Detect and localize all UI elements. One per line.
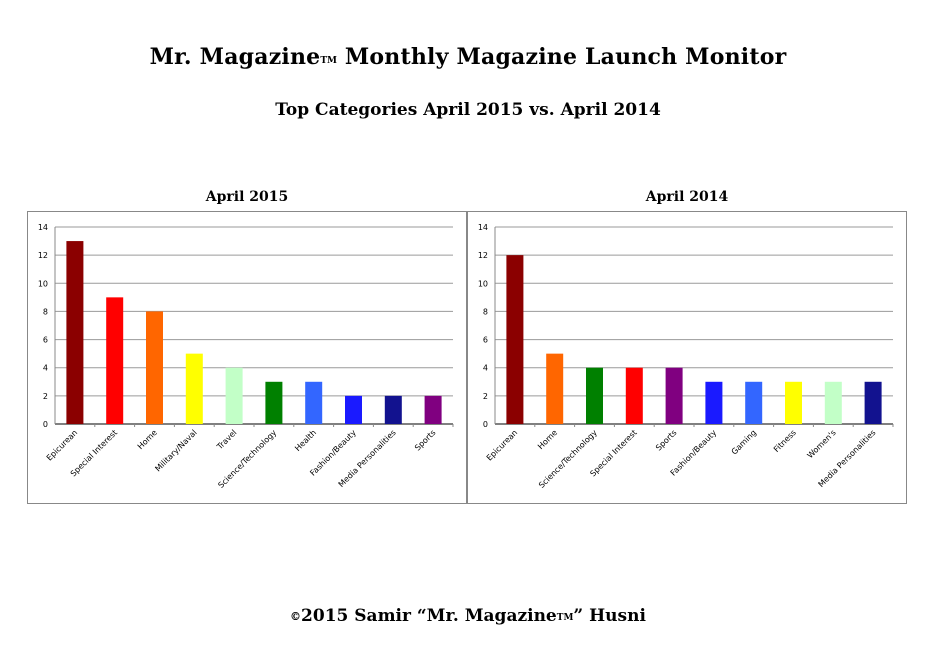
bar-science-technology [586,367,603,424]
bar-science-technology [265,381,283,424]
y-tick-label: 6 [483,336,488,345]
x-tick-label-military-naval: Military/Naval [153,428,198,473]
x-tick-label-epicurean: Epicurean [45,428,80,463]
y-tick-label: 0 [483,420,488,429]
bar-women-s [824,381,842,424]
x-tick-label-home: Home [536,428,559,451]
page-title-text-rest: Monthly Magazine Launch Monitor [337,44,787,70]
bar-sports [424,395,442,424]
y-tick-label: 8 [43,307,48,316]
y-tick-label: 6 [43,336,48,345]
trademark-mark-footer: TM [556,613,574,623]
bar-special-interest [106,297,124,424]
bar-fitness [785,381,802,424]
bar-sports [665,367,683,424]
bar-home [546,353,564,424]
chart-april-2015: 0 2 4 6 8 10 12 14 Epicurean Special Interest Home… [27,211,467,504]
x-tick-label-sports: Sports [654,428,679,453]
chart-april-2014: 0 2 4 6 8 10 12 14 Epicurean Home Science/Technolo… [467,211,907,504]
x-tick-label-home: Home [136,428,159,451]
y-tick-label: 4 [43,364,48,373]
bar-gaming [745,381,763,424]
page-title: Mr. MagazineTM Monthly Magazine Launch M… [0,44,936,70]
chart-title-april-2015: April 2015 [205,189,289,205]
y-tick-label: 14 [38,223,48,232]
y-tick-label: 14 [478,223,488,232]
y-tick-label: 2 [43,392,48,401]
chart-title-april-2014: April 2014 [645,189,729,205]
bar-special-interest [625,367,643,424]
y-tick-label: 8 [483,307,488,316]
bar-media-personalities [864,381,882,424]
bar-fashion-beauty [705,381,723,424]
x-tick-label-travel: Travel [215,428,239,452]
y-tick-label: 12 [478,251,488,260]
y-tick-label: 10 [478,279,488,288]
copyright-symbol: © [290,610,302,623]
x-tick-label-sports: Sports [413,428,438,453]
bar-health [305,381,323,424]
footer-text: 2015 Samir “Mr. Magazine [301,606,557,626]
footer-text-rest: ” Husni [573,606,646,626]
bar-home [146,311,163,424]
page-subtitle: Top Categories April 2015 vs. April 2014 [275,100,661,120]
x-tick-label-women-s: Women's [806,428,838,460]
page-title-text: Mr. Magazine [149,44,321,70]
footer-copyright: ©2015 Samir “Mr. MagazineTM” Husni [0,606,936,626]
trademark-mark: TM [320,56,338,66]
bar-travel [225,367,243,424]
bar-epicurean [506,255,524,424]
bar-media-personalities [384,395,402,424]
bar-fashion-beauty [345,395,362,424]
x-tick-label-gaming: Gaming [730,428,758,456]
y-tick-label: 2 [483,392,488,401]
y-tick-label: 4 [483,364,488,373]
x-tick-label-epicurean: Epicurean [485,428,520,463]
bar-epicurean [66,241,84,424]
y-tick-label: 0 [43,420,48,429]
x-tick-label-health: Health [293,428,318,453]
y-tick-label: 10 [38,279,48,288]
bar-military-naval [185,353,203,424]
y-tick-label: 12 [38,251,48,260]
x-tick-label-fitness: Fitness [772,428,798,454]
